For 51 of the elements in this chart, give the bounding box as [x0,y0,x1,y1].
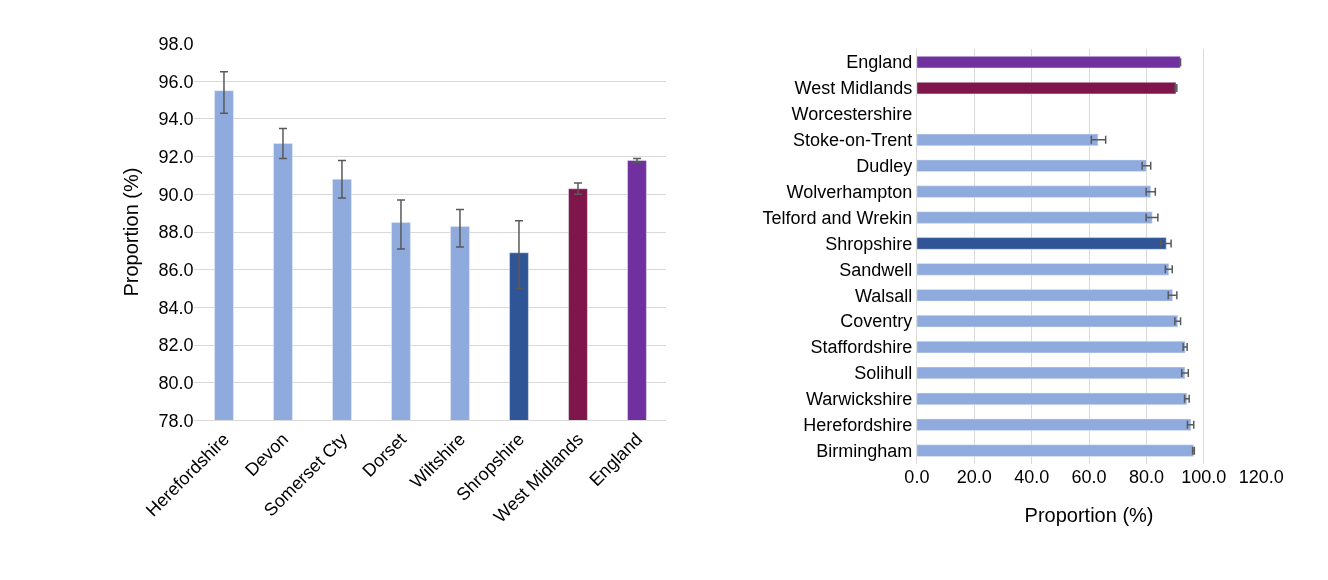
x-tick-label: 0.0 [904,466,930,487]
bar [916,444,1194,457]
bar [916,185,1151,198]
y-tick-label: Solihull [854,363,913,384]
y-tick-label: Warwickshire [805,389,913,410]
y-tick-label: Birmingham [816,440,913,461]
y-tick-label: England [846,52,913,73]
bar [916,315,1178,328]
y-tick-label: 84.0 [158,297,194,318]
x-tick-label: 80.0 [1128,466,1164,487]
y-tick-label: West Midlands [794,78,913,99]
y-tick-label: Telford and Wrekin [762,207,913,228]
x-tick-label: 120.0 [1238,466,1284,487]
y-tick-label: 80.0 [158,373,194,394]
x-axis-title: Proportion (%) [1024,504,1154,527]
x-tick-label: 40.0 [1014,466,1050,487]
y-tick-label: Stoke-on-Trent [792,130,913,151]
bar [916,340,1186,354]
y-tick-label: Walsall [854,285,913,306]
bar [916,81,1177,95]
y-tick-label: Wolverhampton [786,181,913,202]
y-tick-label: Staffordshire [810,337,913,358]
y-tick-label: 94.0 [158,109,194,130]
y-tick-label: 86.0 [158,260,194,281]
bar [916,366,1186,380]
bar [916,237,1167,250]
bar [916,392,1188,405]
y-tick-label: Worcestershire [791,104,913,125]
y-tick-label: Shropshire [825,233,913,254]
y-tick-label: Herefordshire [803,415,913,436]
y-tick-label: Coventry [840,311,913,332]
y-tick-label: Dudley [856,156,913,177]
x-tick-label: 60.0 [1071,466,1107,487]
y-tick-label: 96.0 [158,71,194,92]
y-tick-label: 88.0 [158,222,194,243]
y-tick-label: 90.0 [158,184,194,205]
y-tick-label: 82.0 [158,335,194,356]
bar [916,211,1153,224]
y-tick-label: 92.0 [158,146,194,167]
bar [916,289,1173,302]
x-tick-label: 100.0 [1181,466,1227,487]
y-axis-title: Proportion (%) [119,167,142,297]
bar [916,133,1099,146]
x-tick-label: 20.0 [956,466,992,487]
y-tick-label: 98.0 [158,33,194,54]
bar [916,159,1147,172]
y-tick-label: 78.0 [158,410,194,431]
y-tick-label: Sandwell [839,259,913,280]
bar [916,263,1170,276]
bar [916,418,1192,431]
bar [916,56,1181,69]
